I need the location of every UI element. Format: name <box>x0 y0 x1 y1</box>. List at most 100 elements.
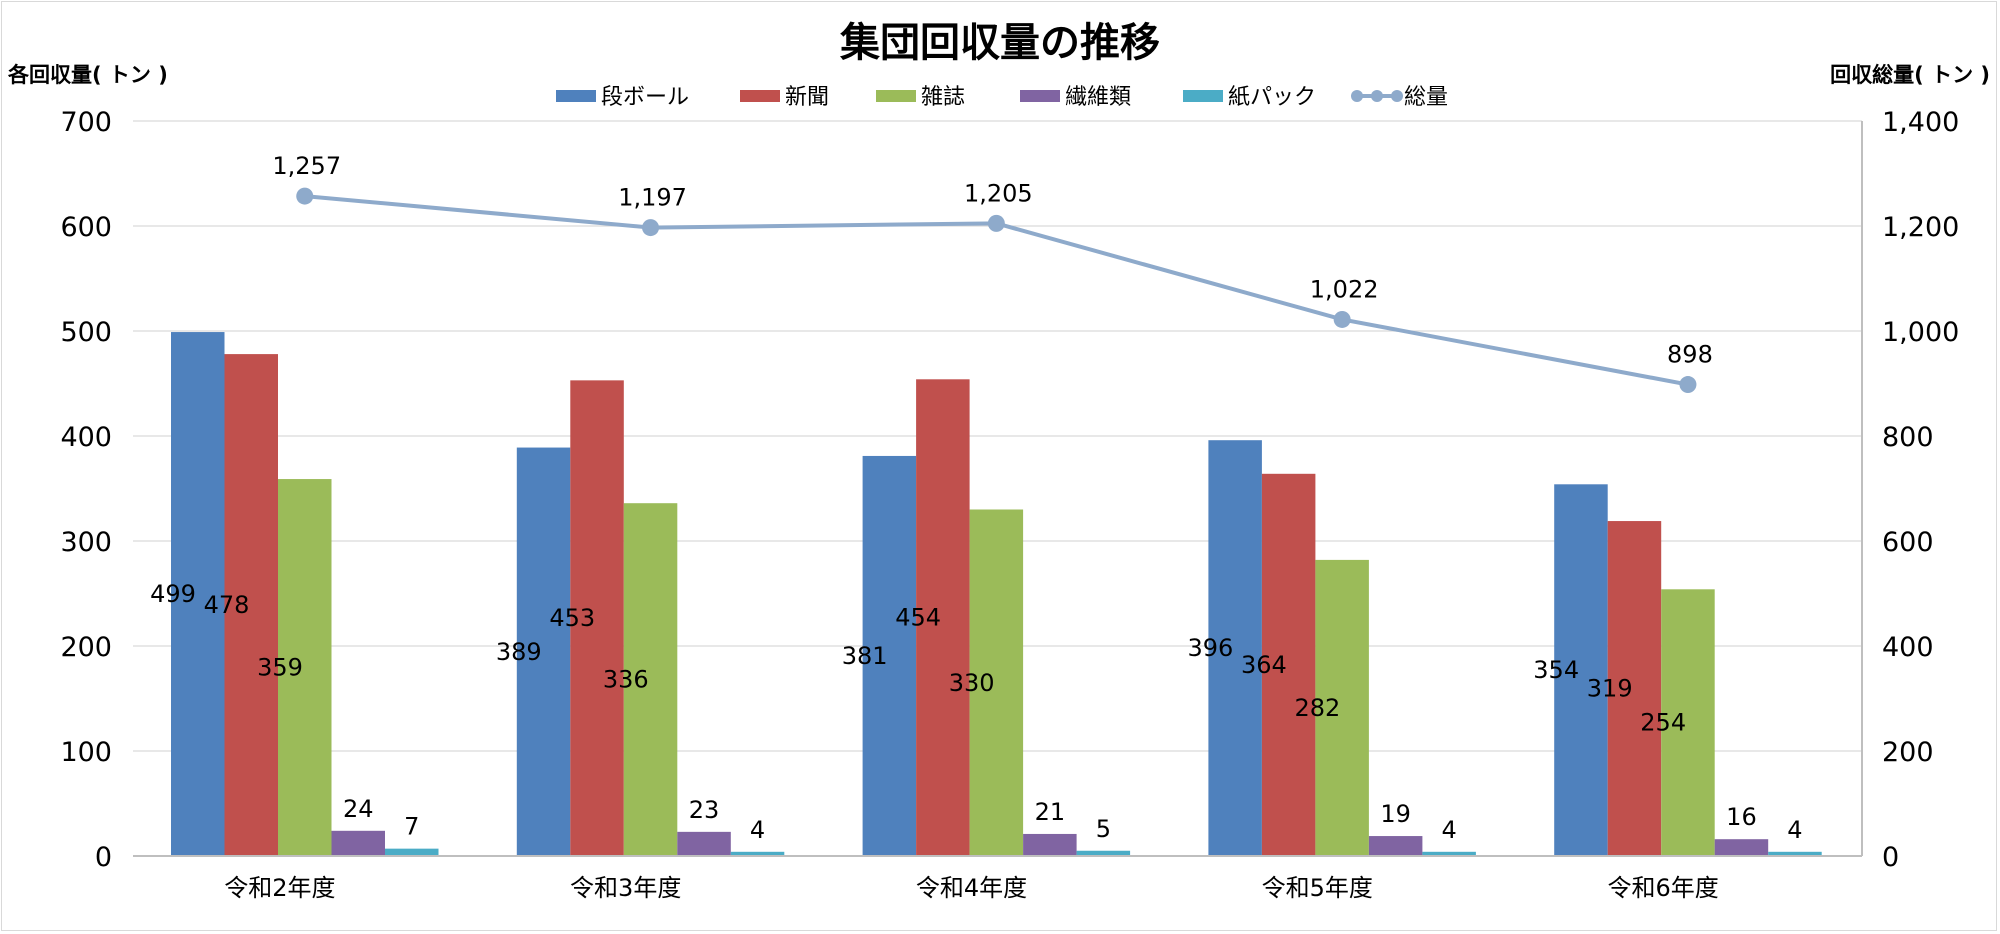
y2-tick-label: 600 <box>1882 527 1934 558</box>
bar-data-label: 4 <box>1787 816 1802 844</box>
y-tick-label: 300 <box>60 527 112 558</box>
y2-tick-label: 800 <box>1882 422 1934 453</box>
bar-data-label: 19 <box>1380 800 1411 828</box>
bar <box>1368 836 1423 856</box>
legend-marker <box>1391 90 1403 102</box>
bar-data-label: 282 <box>1294 694 1340 722</box>
y2-tick-label: 0 <box>1882 842 1899 873</box>
bar-data-label: 24 <box>343 795 374 823</box>
x-tick-label: 令和5年度 <box>1262 874 1373 902</box>
bar <box>916 379 970 856</box>
bar <box>730 851 785 856</box>
y2-tick-label: 200 <box>1882 737 1934 768</box>
bar-data-label: 23 <box>689 796 720 824</box>
legend-label: 段ボール <box>601 85 689 110</box>
legend: 段ボール 新聞 雑誌 繊維類 紙パック 総量 <box>556 85 1448 110</box>
total-line: 1,257 1,197 1,205 1,022 898 <box>272 152 1713 394</box>
axes: 0 100 200 300 400 500 600 700 0 200 400 600 800 1,000… <box>60 107 1959 902</box>
legend-label: 紙パック <box>1228 85 1316 110</box>
y-tick-label: 400 <box>60 422 112 453</box>
bar-data-label: 4 <box>1442 816 1457 844</box>
legend-label: 繊維類 <box>1065 85 1131 110</box>
x-tick-label: 令和3年度 <box>570 874 681 902</box>
total-point <box>1679 376 1697 394</box>
bar <box>677 831 731 856</box>
x-tick-label: 令和2年度 <box>224 874 335 902</box>
bar <box>171 332 225 856</box>
bar <box>1261 473 1316 856</box>
bar <box>969 509 1024 856</box>
chart-title: 集団回収量の推移 <box>839 20 1160 66</box>
legend-swatch <box>556 90 596 102</box>
bar <box>278 479 332 856</box>
bar <box>516 447 571 856</box>
legend-marker <box>1371 90 1383 102</box>
legend-label: 雑誌 <box>921 85 965 110</box>
total-point <box>1333 310 1351 328</box>
y-tick-label: 0 <box>95 842 112 873</box>
bar-data-label: 478 <box>204 591 250 619</box>
bar <box>1023 833 1077 856</box>
bar-data-label: 389 <box>496 638 542 666</box>
bar-data-label: 16 <box>1726 803 1757 831</box>
y-axis-title: 各回収量( トン ) <box>7 63 168 87</box>
bar-data-label: 381 <box>842 642 888 670</box>
y-tick-label: 200 <box>60 632 112 663</box>
total-point <box>296 187 314 205</box>
y-tick-label: 600 <box>60 212 112 243</box>
bar <box>1076 850 1131 856</box>
bar <box>1315 559 1369 856</box>
bar-data-label: 336 <box>603 666 649 694</box>
bar <box>1208 440 1262 856</box>
bar <box>331 830 385 856</box>
bar-data-label: 364 <box>1241 651 1287 679</box>
y2-tick-label: 400 <box>1882 632 1934 663</box>
bar-data-label: 354 <box>1533 656 1579 684</box>
bar-data-label: 4 <box>750 816 765 844</box>
bar <box>1554 484 1608 856</box>
bar <box>862 455 917 856</box>
x-tick-label: 令和4年度 <box>916 874 1027 902</box>
bar <box>1422 851 1476 856</box>
bar-data-label: 359 <box>257 654 303 682</box>
y2-tick-label: 1,400 <box>1882 107 1959 138</box>
legend-swatch <box>876 90 916 102</box>
bar <box>1607 521 1662 856</box>
bar <box>1661 589 1715 856</box>
y2-tick-label: 1,000 <box>1882 317 1959 348</box>
legend-swatch <box>740 90 780 102</box>
y-tick-label: 500 <box>60 317 112 348</box>
bar-data-label: 5 <box>1096 815 1111 843</box>
y2-tick-label: 1,200 <box>1882 212 1959 243</box>
total-data-label: 1,257 <box>272 152 341 180</box>
bar <box>1768 851 1822 856</box>
total-data-label: 1,197 <box>618 184 687 212</box>
total-data-label: 1,022 <box>1310 275 1379 303</box>
bar-data-label: 453 <box>549 604 595 632</box>
bar <box>224 354 278 856</box>
y-tick-label: 700 <box>60 107 112 138</box>
x-tick-label: 令和6年度 <box>1607 874 1718 902</box>
bar-data-label: 330 <box>949 669 995 697</box>
y2-axis-title: 回収総量( トン ) <box>1830 63 1990 87</box>
legend-marker <box>1351 90 1363 102</box>
bar <box>623 503 678 856</box>
total-point <box>987 214 1005 232</box>
bar <box>1714 839 1769 856</box>
bar-data-label: 21 <box>1035 798 1066 826</box>
bar-data-label: 7 <box>404 813 419 841</box>
bar-data-label: 319 <box>1587 675 1633 703</box>
bar <box>570 380 624 856</box>
bar <box>385 848 439 856</box>
y-tick-label: 100 <box>60 737 112 768</box>
bar-data-label: 454 <box>895 604 941 632</box>
total-data-label: 1,205 <box>964 179 1033 207</box>
bar-data-label: 254 <box>1640 709 1686 737</box>
bar-data-label: 499 <box>150 580 196 608</box>
legend-label: 新聞 <box>785 85 829 110</box>
legend-swatch <box>1020 90 1060 102</box>
bar-data-label: 396 <box>1187 634 1233 662</box>
